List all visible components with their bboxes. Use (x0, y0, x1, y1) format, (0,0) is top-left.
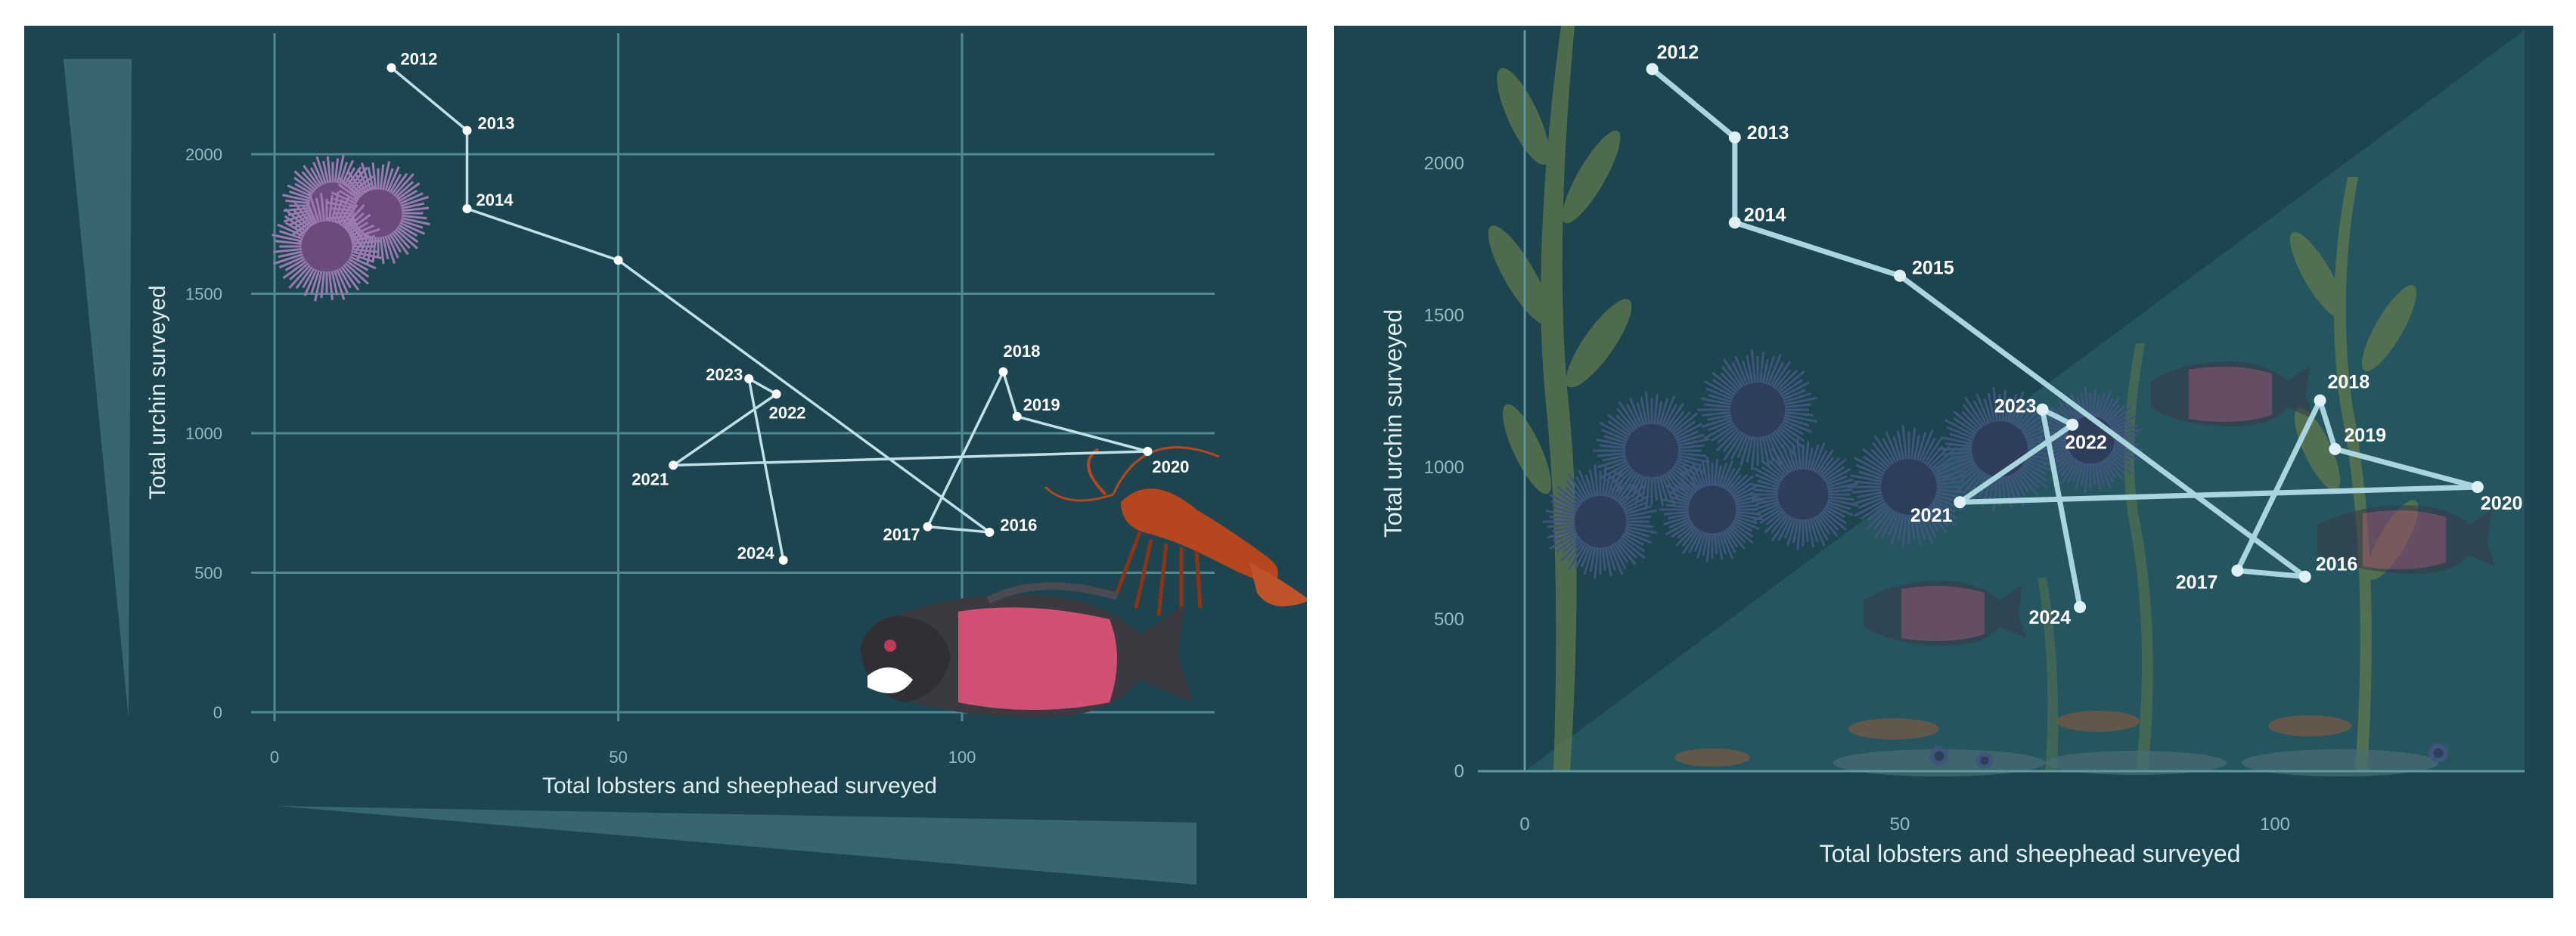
data-point (1894, 269, 1906, 282)
y-tick-label: 2000 (185, 145, 222, 164)
data-point (923, 522, 933, 532)
data-label: 2016 (2316, 554, 2358, 575)
urchin-cluster-illustration (1543, 349, 2448, 770)
data-series-line (390, 67, 1148, 561)
lobster-illustration (1674, 711, 2351, 767)
data-label: 2014 (1744, 204, 1786, 225)
data-point (771, 389, 781, 399)
x-axis-title: Total lobsters and sheephead surveyed (1820, 840, 2241, 867)
chart-panel-left: 2012 2013 2014 2016 2017 2018 2019 2020 2021 2022… (24, 26, 1307, 898)
seafloor-rocks-illustration (1833, 749, 2438, 776)
data-label: 2021 (1910, 505, 1953, 526)
y-tick-label: 1500 (185, 285, 222, 304)
data-point (2231, 564, 2244, 577)
sheephead-fish-illustration (1864, 361, 2495, 646)
data-label: 2019 (1023, 395, 1060, 414)
wedge-decoration-vertical (64, 59, 132, 718)
urchin-cluster-illustration (272, 155, 430, 302)
data-label: 2017 (2176, 572, 2218, 594)
data-point (613, 256, 623, 265)
chart-panel-right: 2012 2013 2014 2015 2016 2017 2018 2019 2020 2021… (1334, 26, 2553, 898)
data-label: 2020 (2481, 493, 2523, 514)
data-label: 2019 (2344, 425, 2386, 446)
data-label: 2018 (2328, 372, 2370, 393)
data-point (1143, 447, 1153, 456)
data-label: 2022 (769, 403, 806, 422)
chart-left: 2012 2013 2014 2016 2017 2018 2019 2020 2021 2022… (64, 33, 1307, 885)
data-point (1728, 131, 1741, 144)
data-label: 2014 (476, 191, 514, 209)
x-axis-title: Total lobsters and sheephead surveyed (542, 773, 937, 798)
data-point (2074, 600, 2087, 613)
data-point (462, 126, 472, 135)
data-point (2314, 394, 2326, 407)
data-point (2036, 403, 2049, 416)
data-point (778, 555, 788, 565)
data-point (462, 204, 472, 213)
y-axis-title: Total urchin surveyed (1380, 309, 1407, 538)
data-point (1954, 496, 1966, 509)
data-point (1728, 216, 1741, 229)
x-tick-label: 50 (1890, 814, 1910, 835)
chart-right: 2012 2013 2014 2015 2016 2017 2018 2019 2020 2021… (1380, 26, 2525, 867)
data-label: 2023 (1994, 396, 2037, 417)
lobster-illustration (1044, 446, 1307, 619)
data-label: 2018 (1004, 342, 1041, 361)
wedge-decoration-horizontal (278, 806, 1196, 885)
data-label: 2015 (1912, 258, 1954, 279)
data-point (386, 63, 396, 73)
data-label: 2017 (883, 525, 920, 544)
data-label: 2024 (737, 544, 775, 563)
sheephead-fish-illustration (860, 582, 1193, 717)
y-tick-label: 500 (1434, 609, 1464, 630)
data-point (2066, 418, 2079, 431)
data-point (2471, 481, 2484, 494)
data-point (2329, 442, 2342, 455)
x-tick-label: 100 (948, 748, 976, 767)
y-tick-label: 2000 (1424, 153, 1464, 174)
y-tick-label: 0 (213, 703, 222, 722)
data-label: 2020 (1152, 457, 1189, 476)
data-label: 2022 (2065, 432, 2107, 454)
x-tick-label: 0 (1519, 814, 1529, 835)
y-tick-label: 1500 (1424, 305, 1464, 326)
data-point (744, 374, 754, 383)
data-label: 2013 (1747, 122, 1789, 144)
data-label: 2021 (632, 470, 669, 488)
x-tick-label: 50 (609, 748, 627, 767)
data-label: 2013 (478, 114, 515, 133)
data-point (2298, 570, 2311, 583)
data-label: 2012 (401, 50, 438, 69)
y-tick-label: 1000 (185, 424, 222, 443)
y-tick-label: 500 (194, 564, 222, 583)
data-label: 2012 (1657, 42, 1699, 63)
x-tick-label: 0 (270, 748, 279, 767)
data-point (998, 367, 1008, 377)
y-axis-title: Total urchin surveyed (145, 285, 170, 499)
data-label: 2024 (2028, 607, 2071, 628)
data-point (985, 528, 995, 537)
data-label: 2016 (1000, 516, 1037, 535)
data-point (1646, 63, 1659, 76)
data-point (669, 460, 678, 470)
y-tick-label: 1000 (1424, 457, 1464, 478)
data-point (1012, 411, 1022, 421)
data-label: 2023 (706, 365, 743, 384)
x-tick-label: 100 (2260, 814, 2290, 835)
y-tick-label: 0 (1454, 761, 1464, 782)
